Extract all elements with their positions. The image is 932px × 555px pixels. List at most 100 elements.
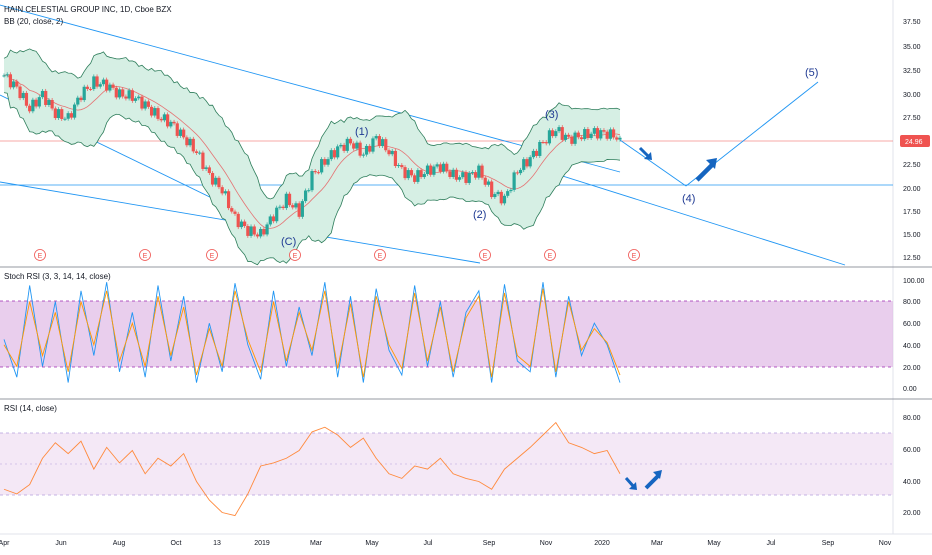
candle-body [364, 145, 369, 155]
stoch-tick-label: 20.00 [903, 365, 921, 372]
arrow-down-right-icon[interactable] [624, 477, 637, 490]
earnings-icon[interactable]: E [206, 249, 218, 261]
arrow-up-right-icon[interactable] [644, 470, 662, 490]
candle-body [149, 106, 154, 116]
candle-body [592, 128, 596, 134]
candle-body [448, 171, 452, 177]
candle-body [53, 108, 57, 119]
stoch-rsi-legend[interactable]: Stoch RSI (3, 3, 14, 14, close) [4, 272, 111, 281]
stoch-rsi-series [3, 282, 621, 383]
candle-body [409, 170, 414, 176]
candle-body [464, 172, 468, 183]
candle-body [92, 76, 96, 90]
earnings-letter: E [632, 253, 637, 260]
candle-body [198, 152, 202, 154]
candle-body [595, 128, 600, 139]
candle-body [137, 96, 141, 99]
candle-body [169, 121, 173, 127]
candle-body [557, 127, 561, 132]
rsi-legend[interactable]: RSI (14, close) [4, 404, 57, 413]
candle-body [336, 146, 340, 158]
candle-body [214, 177, 218, 185]
price-axis[interactable]: 37.50 35.00 32.50 30.00 27.50 22.50 20.00 17.50… [903, 19, 921, 262]
candle-body [374, 136, 378, 139]
candle-body [416, 170, 420, 182]
candle-body [313, 171, 317, 173]
candle-body [467, 173, 471, 183]
rsi-tick-label: 20.00 [903, 510, 921, 517]
earnings-letter: E [210, 253, 215, 260]
rsi-line [3, 421, 621, 517]
candle-body [188, 138, 192, 146]
candle-body [230, 208, 234, 212]
candle-body [175, 123, 179, 136]
earnings-icon[interactable]: E [628, 249, 640, 261]
candle-body [275, 207, 279, 222]
earnings-letter: E [143, 253, 148, 260]
candle-body [563, 134, 568, 140]
candle-body [608, 129, 612, 139]
candle-body [178, 129, 183, 136]
candle-body [233, 211, 237, 214]
candle-body [69, 113, 73, 118]
candle-body [287, 193, 292, 206]
candle-body [140, 96, 144, 109]
earnings-icon[interactable]: E [34, 249, 46, 261]
earnings-icon[interactable]: E [374, 249, 386, 261]
candle-body [5, 74, 9, 76]
time-axis[interactable]: Apr Jun Aug Oct 13 2019 Mar May Jul Sep Nov 2020 Mar… [0, 540, 892, 547]
candle-body [525, 159, 529, 167]
candle-body [310, 171, 314, 191]
candle-body [143, 101, 147, 109]
candle-body [21, 92, 25, 99]
candle-body [589, 133, 593, 139]
candle-body [265, 224, 269, 235]
candle-body [560, 127, 564, 140]
candle-body [605, 131, 609, 139]
candle-body [368, 145, 372, 152]
stoch-axis[interactable]: 100.00 80.00 60.00 40.00 20.00 0.00 [903, 278, 925, 393]
candle-body [522, 159, 526, 170]
time-tick-label: Jul [424, 540, 433, 547]
time-tick-label: Jun [55, 540, 66, 547]
candle-body [268, 216, 272, 225]
rsi-axis[interactable]: 80.00 60.00 40.00 20.00 [903, 415, 921, 517]
price-tick-label: 32.50 [903, 68, 921, 75]
projection-wave4[interactable] [619, 139, 687, 187]
candle-body [496, 191, 500, 195]
arrow-up-right-icon[interactable] [695, 158, 717, 182]
earnings-icon[interactable]: E [479, 249, 491, 261]
symbol-title[interactable]: HAIN CELESTIAL GROUP INC, 1D, Cboe BZX [4, 5, 172, 14]
candle-body [207, 167, 211, 173]
earnings-icon[interactable]: E [544, 249, 556, 261]
time-tick-label: Sep [822, 540, 835, 547]
candle-body [130, 90, 134, 101]
candle-body [31, 99, 35, 112]
bb-legend[interactable]: BB (20, close, 2) [4, 17, 64, 26]
earnings-icon[interactable]: E [139, 249, 151, 261]
rsi-series [3, 421, 621, 517]
time-tick-label: 13 [213, 540, 221, 547]
earnings-circle [34, 249, 46, 261]
trendline-upper-channel[interactable] [0, 4, 621, 173]
wave-label-1: (1) [355, 126, 368, 138]
candle-body [246, 226, 250, 236]
stoch-tick-label: 60.00 [903, 321, 921, 328]
price-tick-label: 27.50 [903, 115, 921, 122]
arrow-down-right-icon[interactable] [638, 146, 652, 160]
candle-body [24, 92, 29, 106]
earnings-circle [289, 249, 301, 261]
price-tick-label: 20.00 [903, 186, 921, 193]
earnings-circle [544, 249, 556, 261]
candle-body [226, 191, 231, 209]
time-tick-label: Mar [651, 540, 664, 547]
price-tick-label: 12.50 [903, 255, 921, 262]
earnings-icon[interactable]: E [289, 249, 301, 261]
time-tick-label: Sep [483, 540, 496, 547]
candle-body [159, 118, 163, 121]
time-tick-label: May [365, 540, 379, 547]
candle-body [85, 86, 90, 89]
